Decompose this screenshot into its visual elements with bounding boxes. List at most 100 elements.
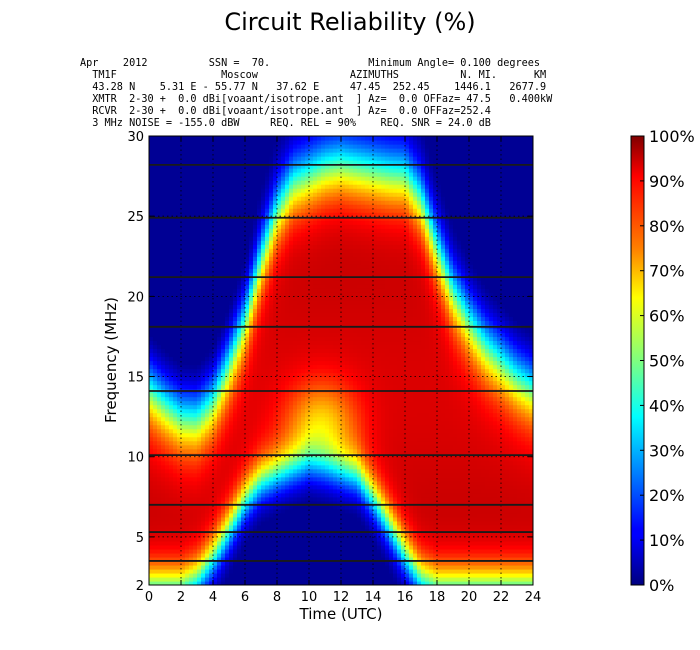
- heat-cell: [241, 300, 246, 305]
- heat-cell: [193, 548, 198, 554]
- heat-cell: [241, 560, 246, 566]
- heat-cell: [253, 368, 258, 374]
- heat-cell: [277, 560, 282, 566]
- heat-cell: [273, 536, 278, 542]
- heat-cell: [193, 256, 198, 261]
- heat-cell: [305, 576, 310, 582]
- heat-cell: [221, 464, 226, 470]
- heat-cell: [237, 352, 242, 358]
- heat-cell: [209, 208, 214, 213]
- heat-cell: [173, 244, 178, 249]
- heat-cell: [209, 316, 214, 322]
- heat-cell: [197, 436, 202, 442]
- heat-cell: [205, 308, 210, 313]
- heat-cell: [201, 520, 206, 526]
- heat-cell: [149, 360, 154, 366]
- heat-cell: [317, 560, 322, 566]
- heat-cell: [265, 312, 270, 317]
- heat-cell: [273, 144, 278, 149]
- heat-cell: [249, 568, 254, 574]
- heat-cell: [153, 480, 158, 486]
- heat-cell: [317, 544, 322, 550]
- heat-cell: [221, 360, 226, 366]
- heat-cell: [185, 144, 190, 149]
- heat-cell: [325, 420, 330, 426]
- heat-cell: [205, 176, 210, 181]
- heat-cell: [313, 496, 318, 502]
- heat-cell: [269, 420, 274, 426]
- heat-cell: [153, 184, 158, 189]
- heat-cell: [181, 152, 186, 157]
- heat-cell: [293, 396, 298, 402]
- heat-cell: [285, 144, 290, 149]
- heat-cell: [297, 456, 302, 462]
- heat-cell: [325, 544, 330, 550]
- heat-cell: [269, 424, 274, 430]
- heat-cell: [321, 156, 326, 161]
- heat-cell: [269, 288, 274, 293]
- heat-cell: [301, 180, 306, 185]
- heat-cell: [297, 252, 302, 257]
- heat-cell: [317, 472, 322, 478]
- heat-cell: [161, 404, 166, 410]
- heat-cell: [313, 508, 318, 514]
- heat-cell: [257, 484, 262, 490]
- heat-cell: [173, 292, 178, 297]
- heat-cell: [233, 536, 238, 542]
- heat-cell: [209, 444, 214, 450]
- heat-cell: [201, 160, 206, 165]
- heat-cell: [257, 412, 262, 418]
- heat-cell: [149, 500, 154, 506]
- heat-cell: [233, 172, 238, 177]
- heat-cell: [165, 400, 170, 406]
- heat-cell: [293, 364, 298, 370]
- heat-cell: [229, 168, 234, 173]
- heat-cell: [257, 568, 262, 574]
- heat-cell: [193, 172, 198, 177]
- heat-cell: [289, 380, 294, 386]
- heat-cell: [313, 340, 318, 346]
- heat-cell: [193, 420, 198, 426]
- heat-cell: [281, 304, 286, 309]
- heat-cell: [217, 288, 222, 293]
- heat-cell: [285, 212, 290, 217]
- heat-cell: [289, 296, 294, 301]
- heat-cell: [313, 152, 318, 157]
- heat-cell: [185, 304, 190, 309]
- heat-cell: [289, 320, 294, 326]
- heat-cell: [181, 172, 186, 177]
- heat-cell: [277, 292, 282, 297]
- heat-cell: [209, 180, 214, 185]
- heat-cell: [221, 540, 226, 546]
- heat-cell: [233, 336, 238, 342]
- heat-cell: [289, 420, 294, 426]
- heat-cell: [165, 292, 170, 297]
- heat-cell: [245, 416, 250, 422]
- heat-cell: [265, 192, 270, 197]
- heat-cell: [313, 264, 318, 269]
- heat-cell: [277, 540, 282, 546]
- heat-cell: [313, 196, 318, 201]
- heat-cell: [217, 568, 222, 574]
- heat-cell: [297, 148, 302, 153]
- heat-cell: [185, 508, 190, 514]
- heat-cell: [221, 372, 226, 378]
- heat-cell: [293, 408, 298, 414]
- heat-cell: [153, 536, 158, 542]
- heat-cell: [153, 424, 158, 430]
- heat-cell: [265, 400, 270, 406]
- heat-cell: [165, 488, 170, 494]
- heat-cell: [285, 516, 290, 522]
- heat-cell: [317, 268, 322, 273]
- heat-cell: [293, 468, 298, 474]
- heat-cell: [209, 496, 214, 502]
- heat-cell: [241, 548, 246, 554]
- heat-cell: [305, 484, 310, 490]
- heat-cell: [161, 524, 166, 530]
- heat-cell: [293, 280, 298, 285]
- heat-cell: [209, 256, 214, 261]
- heat-cell: [237, 200, 242, 205]
- heat-cell: [205, 572, 210, 578]
- heat-cell: [241, 312, 246, 317]
- heat-cell: [201, 252, 206, 257]
